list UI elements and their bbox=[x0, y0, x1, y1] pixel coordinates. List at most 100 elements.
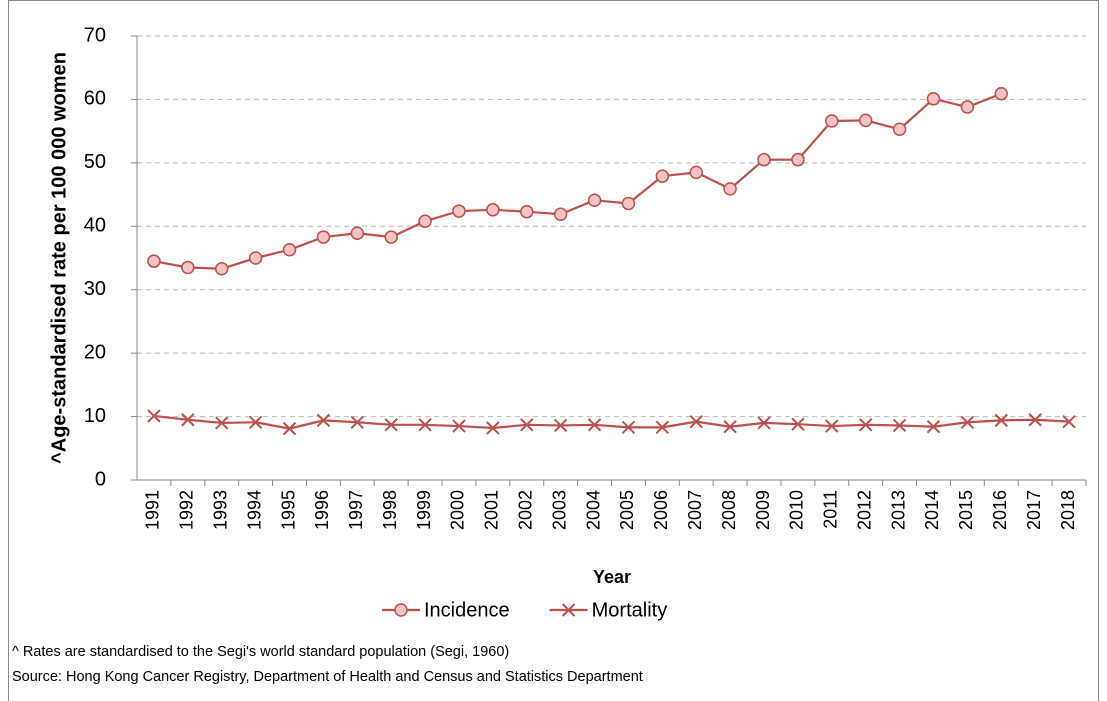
data-point bbox=[723, 182, 737, 196]
data-point bbox=[587, 418, 602, 432]
x-tick-label: 1999 bbox=[414, 490, 434, 530]
data-point bbox=[926, 420, 941, 434]
y-tick-label: 50 bbox=[84, 151, 106, 173]
data-point bbox=[757, 152, 771, 167]
x-tick-label: 2003 bbox=[549, 490, 569, 530]
chart-frame bbox=[8, 0, 1099, 701]
data-point bbox=[486, 203, 500, 217]
data-point bbox=[892, 418, 907, 433]
y-tick-label: 60 bbox=[84, 88, 106, 110]
data-point bbox=[316, 413, 331, 428]
y-axis-label: ^Age-standardised rate per 100 000 women bbox=[48, 52, 70, 464]
data-point bbox=[689, 414, 703, 429]
data-point bbox=[452, 419, 466, 433]
data-point bbox=[587, 193, 602, 208]
data-point bbox=[520, 204, 534, 219]
x-tick-label: 2018 bbox=[1058, 490, 1078, 530]
legend-marker bbox=[561, 603, 576, 617]
data-point bbox=[858, 418, 873, 432]
data-point bbox=[1062, 414, 1076, 429]
legend-marker bbox=[394, 603, 408, 617]
data-point bbox=[791, 417, 805, 431]
data-point bbox=[350, 226, 365, 241]
y-tick-label: 70 bbox=[84, 24, 106, 46]
data-point bbox=[689, 165, 703, 180]
data-point bbox=[215, 416, 229, 430]
data-point bbox=[418, 418, 432, 432]
legend-label: Incidence bbox=[424, 599, 510, 621]
data-point bbox=[825, 114, 839, 128]
data-point bbox=[418, 214, 432, 228]
legend-label: Mortality bbox=[592, 599, 668, 621]
note: ^ Rates are standardised to the Segi's w… bbox=[12, 644, 509, 660]
data-point bbox=[791, 152, 805, 167]
x-tick-label: 1996 bbox=[312, 490, 332, 530]
data-point bbox=[282, 421, 297, 436]
data-point bbox=[621, 420, 636, 435]
data-point bbox=[994, 86, 1009, 101]
x-tick-label: 2008 bbox=[719, 490, 739, 530]
data-point bbox=[825, 419, 839, 433]
data-point bbox=[994, 413, 1008, 428]
data-point bbox=[1028, 413, 1042, 427]
data-point bbox=[553, 207, 568, 221]
data-point bbox=[452, 204, 466, 218]
data-point bbox=[621, 196, 636, 211]
x-tick-label: 1991 bbox=[143, 490, 163, 530]
data-point bbox=[316, 230, 331, 244]
data-point bbox=[147, 254, 161, 268]
x-tick-label: 2009 bbox=[753, 490, 773, 530]
y-tick-label: 10 bbox=[84, 405, 106, 427]
x-tick-label: 2012 bbox=[854, 490, 874, 530]
x-tick-label: 1998 bbox=[380, 490, 400, 530]
data-point bbox=[384, 230, 398, 244]
x-tick-label: 1997 bbox=[346, 490, 366, 530]
x-tick-label: 2014 bbox=[922, 490, 942, 530]
data-point bbox=[553, 418, 568, 433]
data-point bbox=[486, 421, 500, 435]
x-tick-label: 1994 bbox=[244, 490, 264, 530]
data-point bbox=[858, 113, 873, 128]
x-tick-label: 2017 bbox=[1024, 490, 1044, 530]
y-tick-label: 0 bbox=[95, 468, 106, 490]
x-tick-label: 2004 bbox=[583, 490, 603, 530]
data-point bbox=[723, 420, 737, 434]
data-point bbox=[350, 415, 365, 429]
data-point bbox=[214, 262, 229, 276]
data-point bbox=[926, 92, 941, 106]
data-point bbox=[655, 420, 670, 435]
x-tick-label: 1993 bbox=[210, 490, 230, 530]
x-tick-label: 2007 bbox=[685, 490, 705, 530]
x-tick-label: 2001 bbox=[482, 490, 502, 530]
x-tick-label: 1995 bbox=[278, 490, 298, 530]
x-tick-label: 2005 bbox=[617, 490, 637, 530]
note: Source: Hong Kong Cancer Registry, Depar… bbox=[12, 669, 643, 685]
data-point bbox=[384, 418, 398, 432]
x-tick-label: 2013 bbox=[888, 490, 908, 530]
x-axis-label: Year bbox=[593, 567, 631, 587]
x-tick-label: 2002 bbox=[516, 490, 536, 530]
data-point bbox=[892, 122, 907, 136]
x-tick-label: 2010 bbox=[787, 490, 807, 530]
data-point bbox=[520, 418, 534, 432]
data-point bbox=[282, 243, 297, 257]
x-tick-label: 2016 bbox=[990, 490, 1010, 530]
y-tick-label: 40 bbox=[84, 215, 106, 237]
y-tick-label: 30 bbox=[84, 278, 106, 300]
x-tick-label: 1992 bbox=[177, 490, 197, 530]
series-line bbox=[153, 414, 1070, 430]
x-tick-label: 2015 bbox=[956, 490, 976, 530]
x-tick-label: 2011 bbox=[821, 490, 841, 529]
data-point bbox=[757, 416, 771, 430]
x-tick-label: 2000 bbox=[448, 490, 468, 530]
data-point bbox=[181, 413, 195, 427]
data-point bbox=[181, 260, 195, 275]
data-point bbox=[248, 415, 263, 429]
data-point bbox=[248, 251, 263, 265]
y-tick-label: 20 bbox=[84, 341, 106, 363]
data-point bbox=[147, 409, 161, 423]
x-tick-label: 2006 bbox=[651, 490, 671, 530]
data-point bbox=[655, 169, 670, 183]
